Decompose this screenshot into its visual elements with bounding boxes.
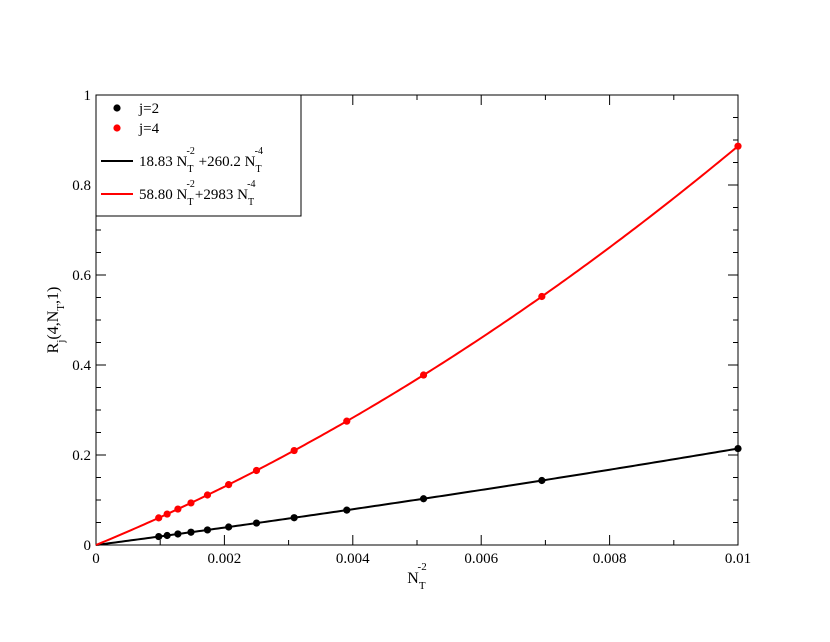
y-axis-label: Rj(4,NT,1) <box>45 287 67 354</box>
data-point-1 <box>174 505 182 513</box>
text-part: 58.80 N <box>139 187 188 203</box>
text-part: -4 <box>247 179 255 190</box>
text-part: -4 <box>255 146 263 157</box>
data-point-0 <box>290 514 298 522</box>
legend-label-3: 58.80 NT-2+2983 NT-4 <box>139 179 255 208</box>
data-point-0 <box>203 526 212 534</box>
text-part: j <box>55 340 67 344</box>
fit-lines <box>95 145 739 546</box>
data-point-1 <box>290 446 298 455</box>
data-point-1 <box>155 514 163 522</box>
text-part: T <box>248 197 254 208</box>
data-point-1 <box>252 466 261 475</box>
tick-labels: 0 0.002 0.004 0.006 0.008 0.01 0 0.2 0.4 0.6 0.8 1 <box>72 88 751 567</box>
text-part: ,1) <box>45 287 62 304</box>
data-point-1 <box>187 499 195 507</box>
data-point-0 <box>343 506 351 514</box>
legend-marker-0 <box>113 104 121 112</box>
text-part: 18.83 N <box>139 154 188 170</box>
text-part: -2 <box>187 179 195 190</box>
y-tick-label: 0.4 <box>72 358 91 374</box>
data-point-0 <box>187 528 195 536</box>
data-point-1 <box>538 292 546 301</box>
y-tick-label: 0.6 <box>72 268 91 284</box>
legend-label-1: j=4 <box>138 121 160 137</box>
text-part: T <box>419 580 426 592</box>
data-point-0 <box>155 532 163 541</box>
data-point-0 <box>419 495 428 503</box>
data-point-0 <box>734 444 742 453</box>
data-point-1 <box>734 142 742 150</box>
text-part: -2 <box>187 146 195 157</box>
text-part: R <box>45 342 62 353</box>
text-part: T <box>187 164 193 175</box>
legend-label-2: 18.83 NT-2 +260.2 NT-4 <box>139 146 263 175</box>
legend-box <box>95 94 302 217</box>
data-point-0 <box>538 476 546 485</box>
text-part: T <box>55 304 67 311</box>
legend-marker-1 <box>113 124 121 132</box>
x-axis-label: NT -2 <box>407 561 426 592</box>
data-point-0 <box>163 531 171 540</box>
x-tick-label: 0.006 <box>464 551 498 567</box>
text-part: T <box>255 164 261 175</box>
y-tick-label: 0.8 <box>72 178 91 194</box>
y-tick-label: 0.2 <box>72 448 91 464</box>
data-point-0 <box>174 530 182 538</box>
data-point-0 <box>252 519 261 527</box>
x-tick-label: 0 <box>92 551 100 567</box>
text-part: N <box>407 570 419 587</box>
data-point-1 <box>225 481 233 489</box>
text-part: T <box>187 197 193 208</box>
x-tick-label: 0.008 <box>593 551 627 567</box>
legend-label-0: j=2 <box>138 101 159 117</box>
text-part: +260.2 N <box>195 154 256 170</box>
x-tick-label: 0.004 <box>336 551 370 567</box>
data-points <box>155 142 742 541</box>
text-part: -2 <box>418 561 427 573</box>
text-part: (4,N <box>45 310 62 339</box>
legend: j=2j=418.83 NT-2 +260.2 NT-458.80 NT-2+2… <box>95 94 302 217</box>
x-tick-label: 0.002 <box>208 551 242 567</box>
data-point-1 <box>203 491 212 499</box>
text-part: +2983 N <box>195 187 248 203</box>
data-point-1 <box>343 417 351 425</box>
fit-line-2 <box>95 447 739 546</box>
data-point-0 <box>225 523 233 531</box>
fit-line-3 <box>95 145 739 546</box>
data-point-1 <box>163 510 171 518</box>
y-tick-label: 0 <box>84 538 92 554</box>
data-point-1 <box>419 371 428 379</box>
y-tick-label: 1 <box>84 88 92 104</box>
x-tick-label: 0.01 <box>725 551 751 567</box>
